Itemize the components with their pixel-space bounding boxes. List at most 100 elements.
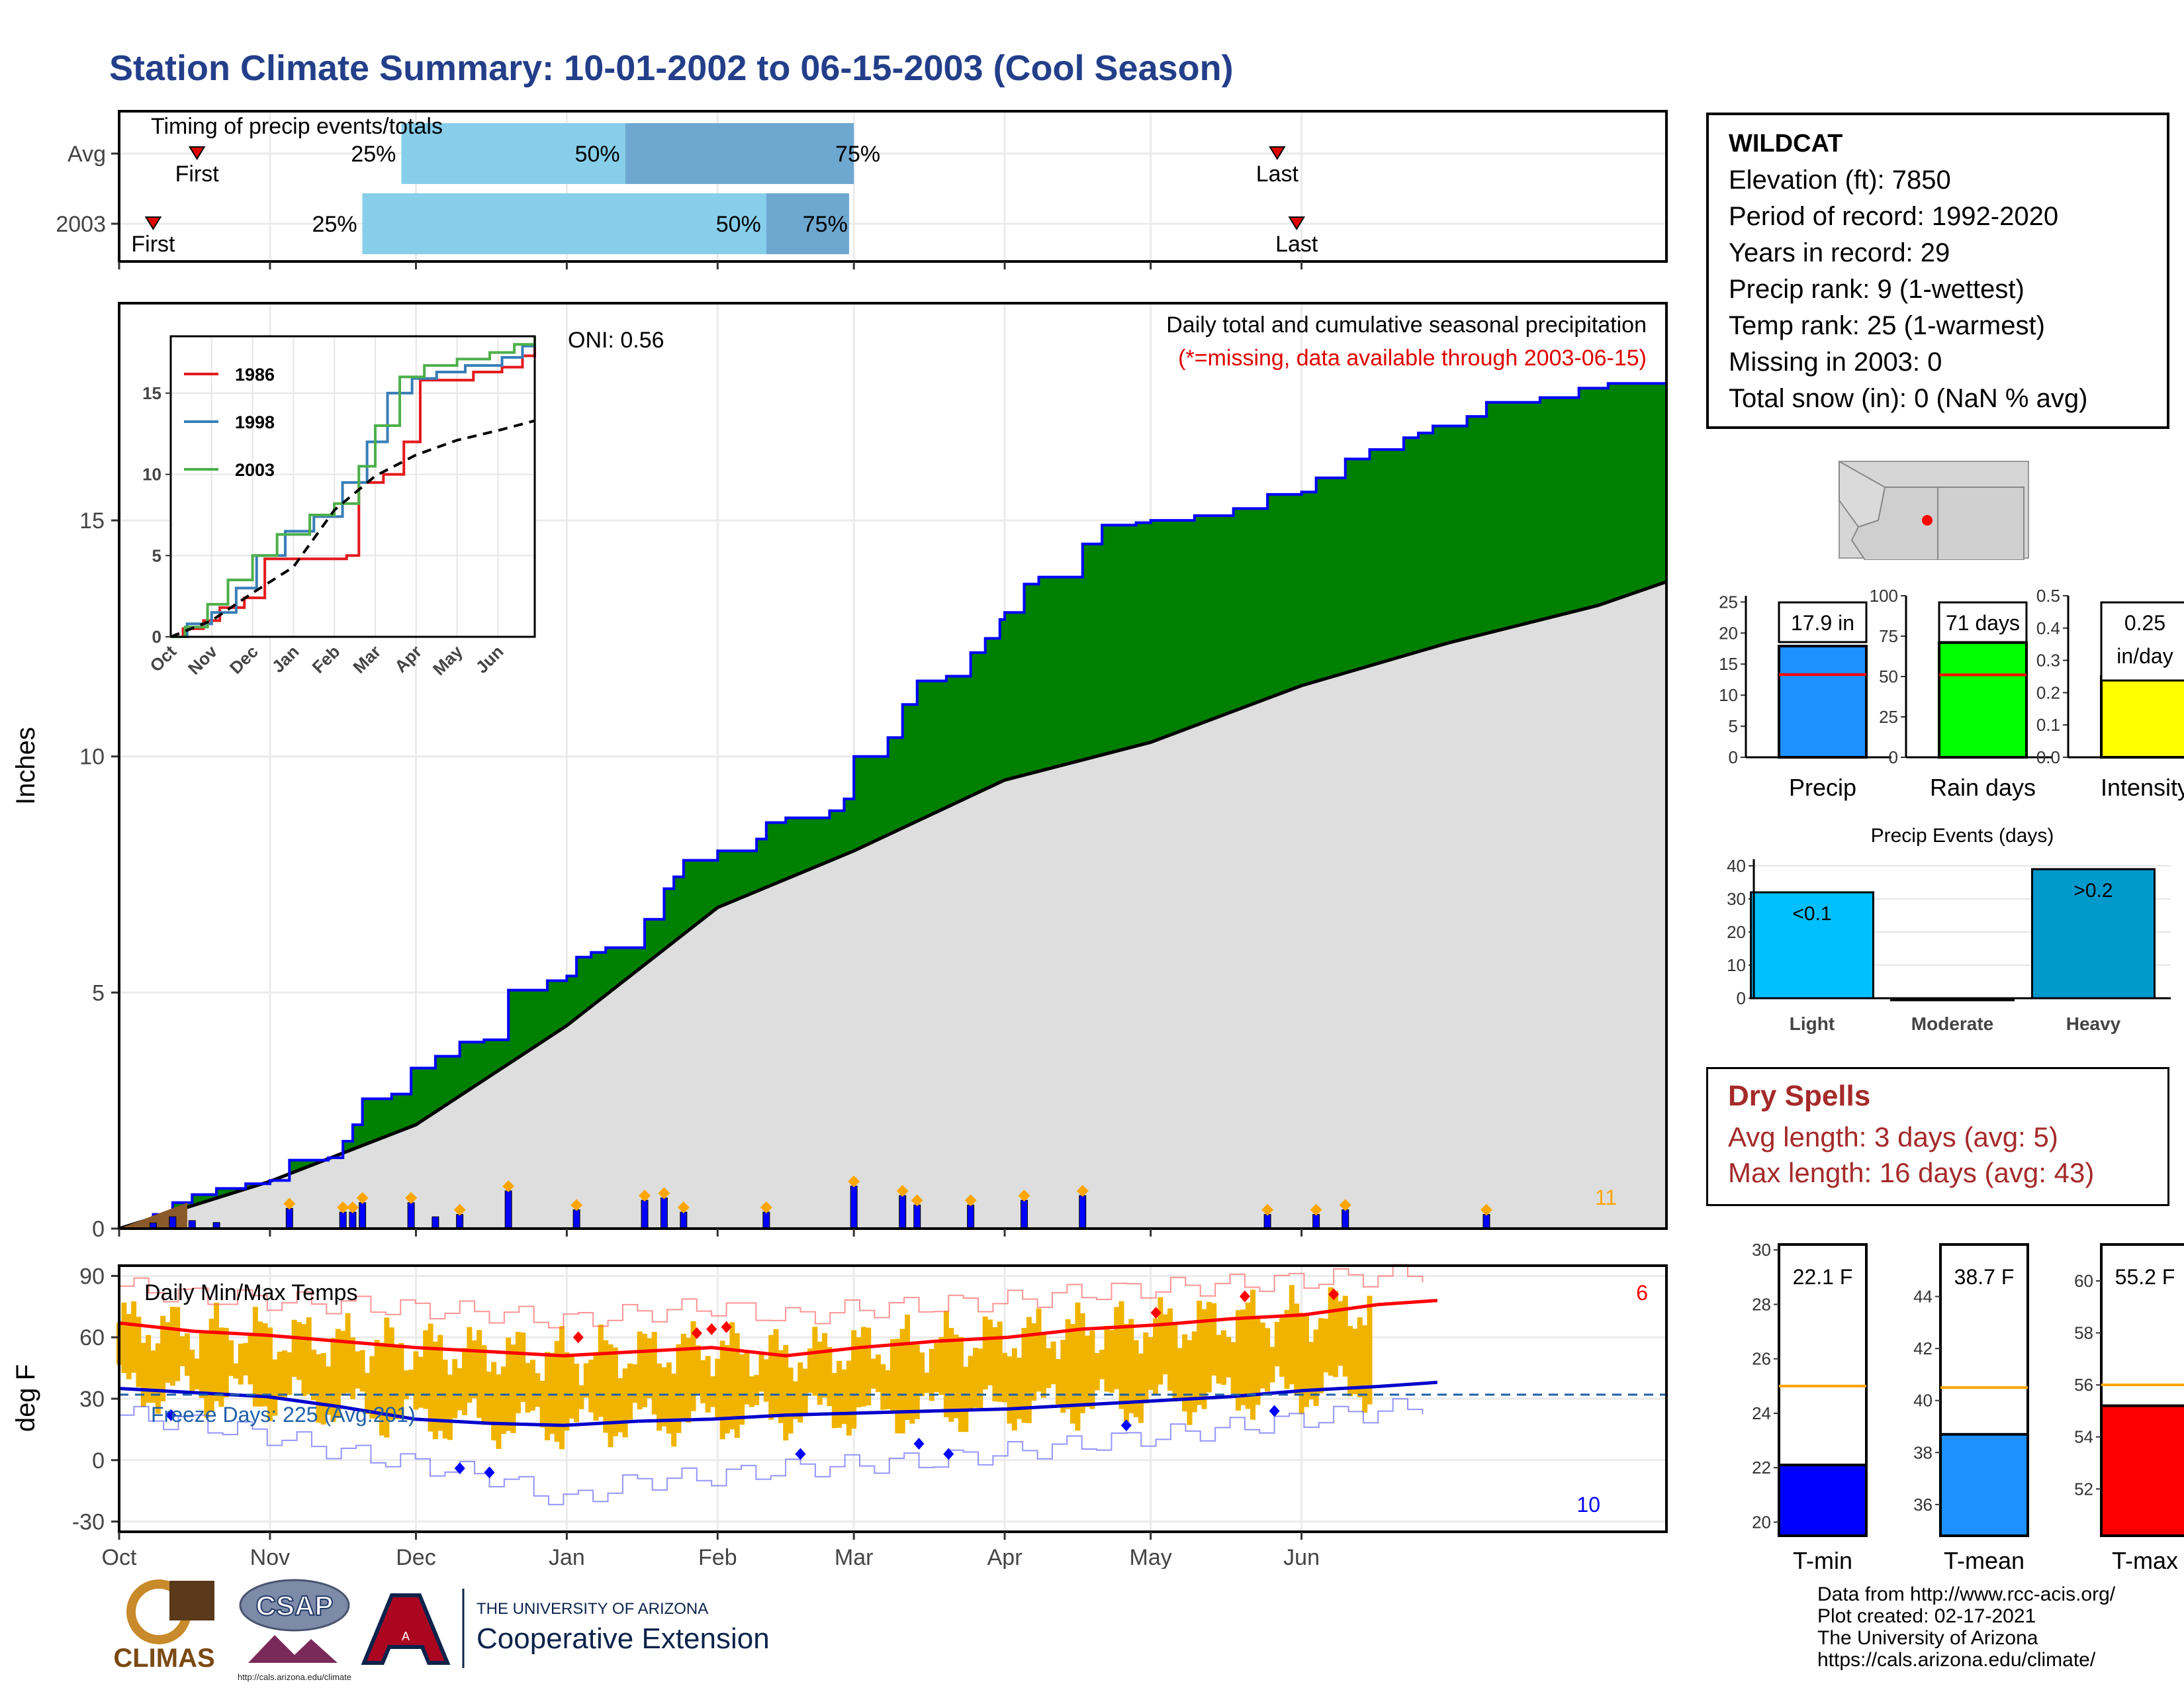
daily-temp-bar (856, 1337, 862, 1408)
inset-y-tick-label: 5 (152, 545, 161, 565)
daily-temp-bar (680, 1334, 686, 1419)
totals-value-label: in/day (2116, 644, 2173, 668)
timing-label-p25: 25% (312, 212, 357, 237)
events-y-tick-label: 40 (1727, 856, 1746, 876)
daily-temp-bar (1011, 1348, 1017, 1430)
dry-spells-title: Dry Spells (1728, 1080, 1871, 1112)
daily-temp-bar (452, 1359, 458, 1419)
daily-temp-bar (1298, 1313, 1304, 1415)
station-info-panel: WILDCAT Elevation (ft): 7850 Period of re… (1706, 113, 2169, 429)
daily-temp-bar (943, 1311, 949, 1418)
totals-y-tick-label: 25 (1879, 707, 1898, 727)
daily-temp-bar (1197, 1300, 1203, 1405)
totals-y-tick-label: 25 (1719, 592, 1738, 612)
events-y-tick-label: 0 (1737, 988, 1746, 1008)
daily-precip-bar (1342, 1209, 1349, 1229)
daily-temp-bar (529, 1360, 535, 1411)
daily-temp-bar (1172, 1322, 1178, 1402)
daily-temp-bar (608, 1344, 614, 1448)
daily-temp-bar (657, 1363, 662, 1431)
daily-temp-bar (822, 1333, 828, 1398)
events-title: Precip Events (days) (1871, 825, 2054, 847)
timing-row-label: Avg (68, 142, 106, 167)
daily-temp-bar (968, 1356, 974, 1412)
daily-temp-bar (564, 1352, 570, 1431)
station-detail-line: Total snow (in): 0 (NaN % avg) (1729, 384, 2088, 413)
station-detail-line: Years in record: 29 (1729, 238, 1950, 267)
daily-temp-bar (997, 1321, 1003, 1402)
record-low-marker (795, 1448, 806, 1460)
daily-temp-bar (428, 1323, 433, 1432)
daily-precip-bar (1482, 1214, 1490, 1229)
daily-temp-bar (739, 1354, 745, 1425)
daily-temp-bar (335, 1329, 341, 1419)
daily-temp-bar (1079, 1313, 1085, 1413)
daily-temp-bar (583, 1363, 589, 1398)
daily-temp-bar (510, 1344, 516, 1433)
daily-temp-bar (316, 1354, 322, 1423)
daily-temp-bar (598, 1324, 604, 1417)
logos: CLIMAS CSAP http://cals.arizona.edu/climat… (113, 1579, 768, 1682)
daily-temp-bar (136, 1317, 142, 1387)
daily-temp-bar (500, 1366, 506, 1434)
inset-y-tick-label: 15 (142, 383, 161, 403)
page-title: Station Climate Summary: 10-01-2002 to 0… (109, 48, 1234, 88)
daily-temp-bar (535, 1373, 541, 1407)
precip-y-axis-label: Inches (11, 727, 40, 805)
daily-temp-bar (1143, 1332, 1149, 1404)
locator-map (1839, 461, 2029, 560)
inset-legend-label: 1998 (235, 412, 275, 432)
temp-frame (118, 1264, 1668, 1533)
daily-temp-bar (218, 1327, 224, 1407)
daily-temp-bar (423, 1330, 429, 1409)
daily-temp-bar (228, 1340, 234, 1376)
daily-temp-bar (593, 1352, 599, 1421)
timing-label-p75: 75% (803, 212, 848, 237)
daily-temp-bar (744, 1350, 750, 1405)
totals-y-tick-label: 0 (1889, 747, 1898, 767)
daily-temp-bar (709, 1376, 715, 1407)
daily-precip-bar (660, 1197, 668, 1229)
daily-temp-bar (155, 1343, 161, 1414)
extreme-day-marker (283, 1197, 296, 1210)
extreme-day-marker (337, 1201, 349, 1214)
daily-temp-bar (948, 1327, 954, 1422)
daily-temp-bar (150, 1350, 156, 1403)
inset-bg (171, 336, 535, 637)
temp-line (118, 1380, 1438, 1427)
precip-y-tick-label: 15 (79, 508, 105, 534)
daily-temp-bar (1075, 1302, 1081, 1431)
daily-precip-bar (456, 1214, 464, 1229)
temp-mean-y-tick-label: 40 (1913, 1391, 1933, 1411)
daily-temp-bar (632, 1364, 638, 1403)
inset-series-2003 (171, 336, 536, 638)
daily-temp-bar (1294, 1303, 1300, 1396)
daily-temp-bar (1128, 1319, 1134, 1413)
daily-temp-bar (1094, 1352, 1100, 1391)
station-detail-line: Period of record: 1992-2020 (1729, 202, 2059, 231)
temp-mean-category-label: T-max (2112, 1547, 2178, 1574)
daily-precip-bar (1263, 1214, 1271, 1229)
timing-row-label: 2003 (56, 212, 106, 237)
totals-y-tick-label: 10 (1719, 685, 1738, 705)
ua-letter: A (402, 1630, 410, 1643)
temp-mean-y-tick-label: 24 (1752, 1403, 1771, 1423)
daily-temp-bar (1318, 1318, 1324, 1393)
totals-value-box (1778, 601, 1868, 643)
daily-temp-bar (1333, 1291, 1339, 1378)
daily-temp-bar (1230, 1342, 1236, 1394)
events-bar-label: <0.1 (1792, 903, 1831, 925)
temp-mean-y-tick-label: 22 (1752, 1458, 1771, 1477)
daily-temp-bar (442, 1360, 448, 1439)
extreme-day-marker (964, 1194, 977, 1207)
daily-temp-bar (1313, 1329, 1319, 1407)
daily-temp-bar (179, 1336, 185, 1366)
totals-y-tick-label: 0.5 (2036, 586, 2060, 606)
timing-title: Timing of precip events/totals (151, 114, 443, 139)
daily-precip-bar (913, 1204, 921, 1229)
temp-mean-bar (1939, 1432, 2029, 1537)
timing-bar-q2 (625, 123, 854, 184)
temp-mean-value-label: 22.1 F (1793, 1265, 1853, 1289)
daily-temp-bar (301, 1324, 307, 1397)
station-detail-line: Precip rank: 9 (1-wettest) (1729, 275, 2025, 304)
